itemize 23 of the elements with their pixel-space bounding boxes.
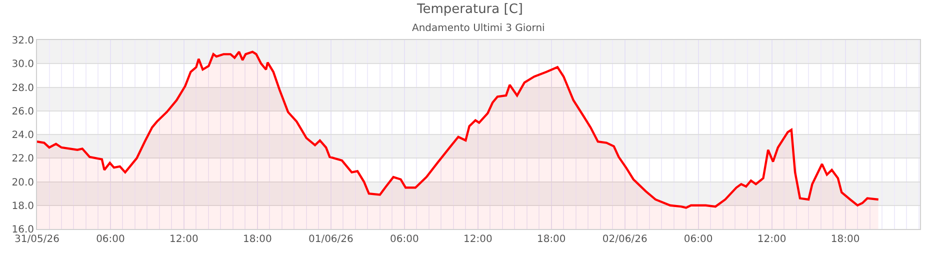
x-tick-label: 06:00	[96, 234, 125, 245]
chart-title: Temperatura [C]	[416, 2, 523, 17]
y-tick-label: 20.0	[12, 177, 34, 188]
y-tick-label: 30.0	[12, 59, 34, 70]
x-tick-label: 02/06/26	[602, 234, 648, 245]
x-tick-label: 12:00	[757, 234, 786, 245]
x-tick-label: 18:00	[243, 234, 272, 245]
x-tick-label: 18:00	[830, 234, 860, 245]
y-tick-label: 26.0	[12, 106, 34, 118]
chart-subtitle: Andamento Ultimi 3 Giorni	[412, 23, 545, 34]
y-tick-label: 28.0	[12, 82, 34, 94]
x-tick-label: 01/06/26	[308, 234, 354, 245]
x-tick-label: 31/05/26	[14, 234, 60, 245]
y-tick-label: 16.0	[12, 224, 34, 236]
y-tick-label: 18.0	[12, 200, 34, 212]
x-tick-label: 12:00	[463, 234, 492, 245]
y-tick-label: 22.0	[12, 154, 34, 165]
y-tick-label: 32.0	[12, 36, 34, 46]
x-tick-label: 06:00	[684, 234, 713, 245]
x-tick-label: 12:00	[170, 234, 198, 245]
x-tick-label: 06:00	[390, 234, 419, 245]
y-tick-label: 24.0	[12, 130, 34, 141]
x-tick-label: 18:00	[536, 234, 566, 245]
